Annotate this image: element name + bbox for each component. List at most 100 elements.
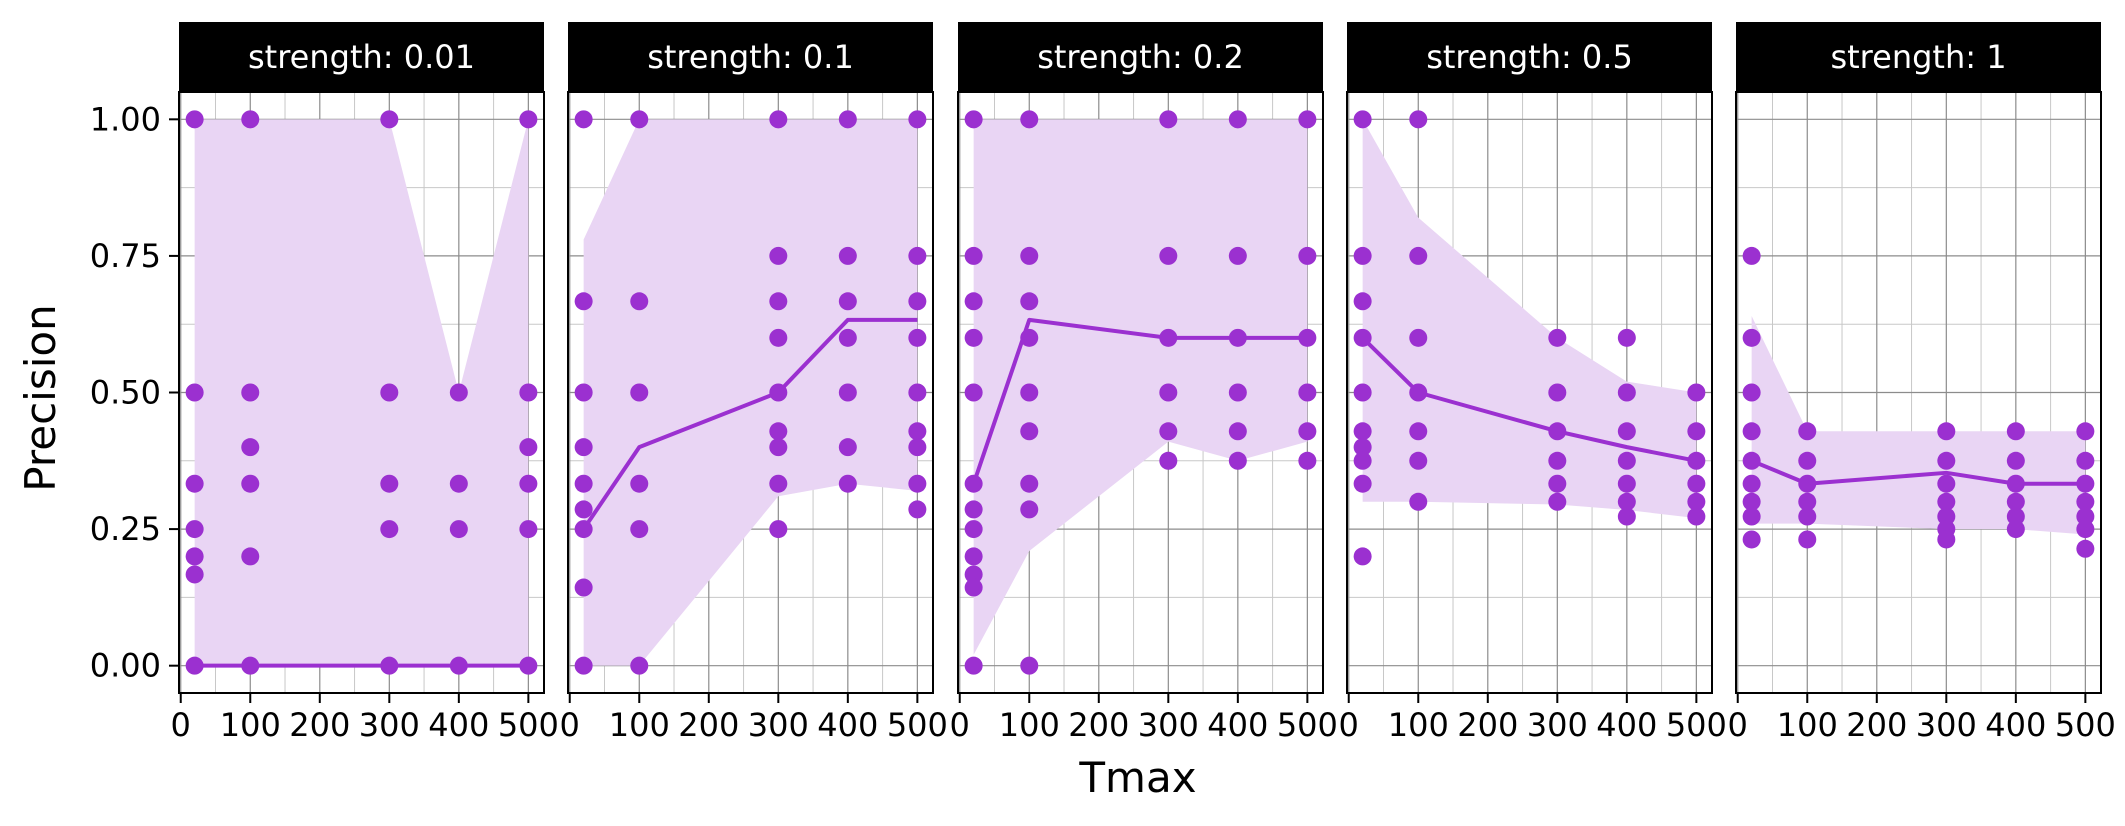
panel-2: strength: 0.1 0 100 200 300 400 500 bbox=[560, 22, 948, 744]
x-tick-label: 0 bbox=[1728, 706, 1748, 744]
data-point bbox=[1020, 474, 1039, 493]
data-point bbox=[1020, 110, 1039, 129]
data-point bbox=[574, 110, 593, 129]
panel-4: strength: 0.5 0 100 200 300 400 500 bbox=[1339, 22, 1727, 744]
data-point bbox=[1353, 292, 1372, 311]
data-point bbox=[449, 520, 468, 539]
x-tick-label: 100 bbox=[220, 706, 281, 744]
x-tick-label: 100 bbox=[1388, 706, 1449, 744]
data-point bbox=[769, 292, 788, 311]
x-tick-label: 300 bbox=[1138, 706, 1199, 744]
data-point bbox=[1020, 383, 1039, 402]
data-point bbox=[1742, 451, 1761, 470]
data-point bbox=[1353, 438, 1372, 457]
confidence-ribbon bbox=[194, 119, 529, 666]
panel-strip-label: strength: 0.1 bbox=[647, 38, 854, 76]
data-point bbox=[908, 474, 927, 493]
x-tick-label: 500 bbox=[1277, 706, 1338, 744]
data-point bbox=[380, 383, 399, 402]
data-point bbox=[1548, 383, 1567, 402]
x-tick-label: 400 bbox=[1207, 706, 1268, 744]
data-point bbox=[185, 383, 204, 402]
data-point bbox=[908, 500, 927, 519]
panel-strip bbox=[1347, 22, 1712, 92]
x-tick-label: 0 bbox=[171, 706, 191, 744]
x-tick-label: 300 bbox=[748, 706, 809, 744]
data-point bbox=[1687, 383, 1706, 402]
data-point bbox=[1159, 328, 1178, 347]
data-point bbox=[519, 520, 538, 539]
data-point bbox=[574, 578, 593, 597]
panel-border bbox=[957, 91, 1324, 694]
data-point bbox=[838, 328, 857, 347]
data-point bbox=[1298, 451, 1317, 470]
data-point bbox=[1742, 246, 1761, 265]
data-point bbox=[964, 328, 983, 347]
panel-3: strength: 0.2 0 100 200 300 400 500 bbox=[950, 22, 1338, 744]
data-point bbox=[1353, 474, 1372, 493]
data-point bbox=[1020, 328, 1039, 347]
data-point bbox=[769, 328, 788, 347]
data-point bbox=[1020, 292, 1039, 311]
panel-5: strength: 1 0 100 200 300 400 500 bbox=[1728, 22, 2116, 744]
data-point bbox=[1353, 328, 1372, 347]
data-point bbox=[241, 656, 260, 675]
data-point bbox=[1298, 422, 1317, 441]
x-tick-label: 100 bbox=[1777, 706, 1838, 744]
x-tick-label: 500 bbox=[887, 706, 948, 744]
data-point bbox=[964, 383, 983, 402]
panel-strip-label: strength: 1 bbox=[1830, 38, 2006, 76]
data-point bbox=[1020, 246, 1039, 265]
x-tick-label: 200 bbox=[1846, 706, 1907, 744]
data-point bbox=[1353, 422, 1372, 441]
data-point bbox=[1409, 451, 1428, 470]
data-point bbox=[838, 246, 857, 265]
data-point bbox=[1798, 422, 1817, 441]
data-point bbox=[1798, 507, 1817, 526]
data-point bbox=[2006, 474, 2025, 493]
data-point bbox=[769, 438, 788, 457]
data-point bbox=[2076, 451, 2095, 470]
data-point bbox=[2006, 520, 2025, 539]
data-point bbox=[769, 422, 788, 441]
y-tick-label: 0.00 bbox=[90, 647, 161, 685]
data-point bbox=[241, 547, 260, 566]
data-point bbox=[964, 547, 983, 566]
data-point bbox=[1159, 422, 1178, 441]
data-point bbox=[1742, 492, 1761, 511]
panel-strip-label: strength: 0.5 bbox=[1426, 38, 1633, 76]
data-point bbox=[1228, 328, 1247, 347]
panel-strip bbox=[179, 22, 544, 92]
data-point bbox=[1159, 110, 1178, 129]
data-point bbox=[964, 474, 983, 493]
x-tick-label: 300 bbox=[1916, 706, 1977, 744]
panel-border bbox=[1735, 91, 2102, 694]
data-point bbox=[2076, 539, 2095, 558]
data-point bbox=[1937, 492, 1956, 511]
data-point bbox=[1409, 492, 1428, 511]
data-point bbox=[380, 474, 399, 493]
x-tick-label: 400 bbox=[1596, 706, 1657, 744]
data-point bbox=[519, 474, 538, 493]
data-point bbox=[1687, 507, 1706, 526]
data-point bbox=[1548, 328, 1567, 347]
data-point bbox=[241, 438, 260, 457]
data-point bbox=[2076, 520, 2095, 539]
data-point bbox=[1937, 474, 1956, 493]
data-point bbox=[519, 656, 538, 675]
panel-strip bbox=[958, 22, 1323, 92]
y-axis-title: Precision bbox=[16, 304, 65, 491]
data-point bbox=[2006, 422, 2025, 441]
data-point bbox=[1228, 383, 1247, 402]
x-tick-label: 0 bbox=[950, 706, 970, 744]
data-point bbox=[1617, 492, 1636, 511]
data-point bbox=[449, 474, 468, 493]
data-point bbox=[1937, 422, 1956, 441]
data-point bbox=[185, 474, 204, 493]
data-point bbox=[1159, 451, 1178, 470]
data-point bbox=[2076, 474, 2095, 493]
data-point bbox=[185, 547, 204, 566]
data-point bbox=[630, 520, 649, 539]
data-point bbox=[1548, 474, 1567, 493]
